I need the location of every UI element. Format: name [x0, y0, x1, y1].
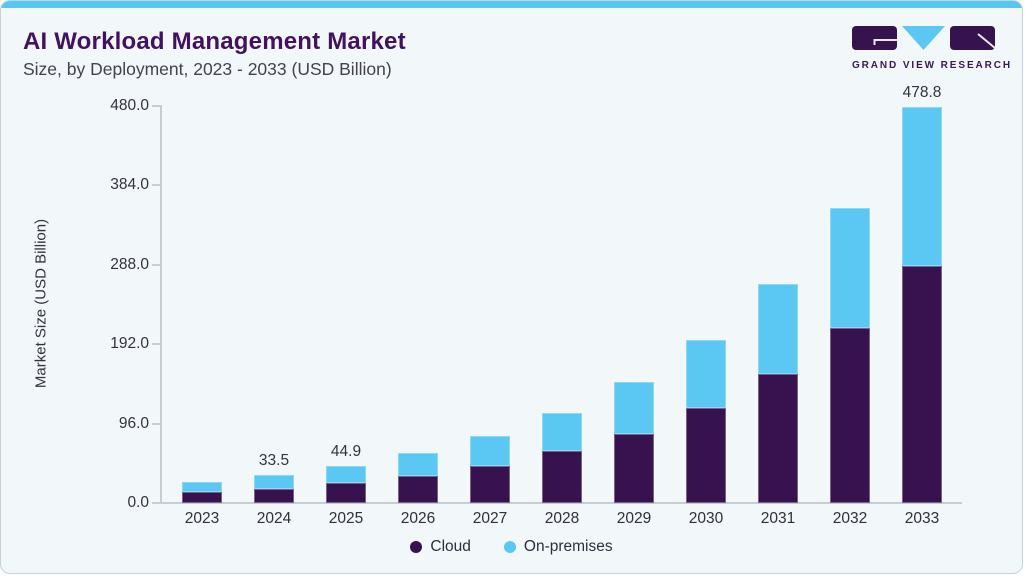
x-axis-label-2033: 2033: [904, 510, 940, 527]
y-tick-mark: [152, 105, 161, 107]
legend-item-cloud: Cloud: [410, 538, 471, 556]
y-tick-label: 480.0: [110, 97, 149, 114]
bar-segment-on-premises-2026: [398, 453, 438, 476]
legend-label: Cloud: [430, 538, 471, 555]
bar-segment-on-premises-2023: [182, 482, 222, 493]
y-tick-mark: [152, 422, 161, 425]
x-axis-label-2024: 2024: [256, 510, 292, 527]
card-top-accent-bar: [1, 1, 1022, 8]
bar-segment-cloud-2029: [614, 433, 654, 503]
x-axis-label-2023: 2023: [184, 510, 220, 527]
legend-dot: [503, 541, 516, 553]
bar-segment-cloud-2027: [470, 466, 510, 503]
bar-segment-cloud-2030: [686, 408, 726, 503]
bar-segment-on-premises-2030: [686, 339, 726, 409]
x-axis-label-2026: 2026: [400, 510, 436, 527]
logo-brand-text: GRAND VIEW RESEARCH: [852, 60, 1012, 71]
bar-stack-2033: [902, 106, 942, 503]
bar-stack-2028: [542, 412, 582, 503]
y-tick-label: 96.0: [118, 414, 149, 432]
x-axis-label-2027: 2027: [472, 510, 508, 527]
legend-dot: [410, 541, 423, 553]
bar-segment-on-premises-2029: [614, 381, 654, 434]
bar-segment-cloud-2026: [398, 475, 438, 503]
bar-stack-2025: [326, 465, 366, 503]
bar-stack-2027: [470, 435, 510, 503]
y-tick-mark: [152, 502, 161, 504]
bar-segment-on-premises-2028: [542, 412, 582, 452]
bar-segment-cloud-2033: [902, 266, 942, 503]
bar-stack-2026: [398, 453, 438, 503]
y-tick-label: 0.0: [127, 494, 149, 511]
x-axis-label-2029: 2029: [616, 510, 652, 527]
bar-segment-cloud-2024: [254, 488, 294, 503]
bar-total-label-2024: 33.5: [258, 452, 290, 470]
bar-segment-on-premises-2027: [470, 435, 510, 467]
x-axis-label-2025: 2025: [328, 510, 364, 527]
bar-segment-on-premises-2025: [326, 465, 366, 484]
y-tick-label: 288.0: [110, 255, 149, 273]
bar-total-label-2025: 44.9: [330, 442, 362, 460]
y-axis-line: [160, 105, 162, 504]
y-tick-mark: [152, 343, 161, 346]
chart-legend: Cloud On-premises: [1, 538, 1022, 556]
y-tick-mark: [152, 184, 161, 187]
bar-stack-2029: [614, 381, 654, 503]
y-axis-title: Market Size (USD Billion): [32, 218, 50, 389]
chart-subtitle: Size, by Deployment, 2023 - 2033 (USD Bi…: [23, 59, 392, 79]
x-axis-label-2028: 2028: [544, 510, 580, 527]
bar-segment-cloud-2023: [182, 492, 222, 503]
grand-view-research-logo: GRAND VIEW RESEARCH: [852, 26, 1012, 71]
bar-stack-2023: [182, 482, 222, 503]
x-axis-label-2031: 2031: [760, 510, 796, 527]
bar-segment-cloud-2032: [830, 327, 870, 503]
x-axis-label-2030: 2030: [688, 510, 724, 527]
bar-stack-2031: [758, 283, 798, 503]
y-tick-mark: [152, 263, 161, 266]
x-axis-label-2032: 2032: [832, 510, 868, 527]
bar-stack-2024: [254, 475, 294, 503]
bar-stack-2030: [686, 339, 726, 503]
x-axis-line: [160, 502, 962, 504]
gvr-logo-icon: [852, 26, 996, 50]
chart-title: AI Workload Management Market: [23, 28, 406, 55]
bar-segment-on-premises-2024: [254, 475, 294, 489]
legend-label: On-premises: [523, 538, 613, 555]
legend-item-on-premises: On-premises: [503, 538, 613, 556]
bar-segment-cloud-2031: [758, 374, 798, 503]
bar-segment-cloud-2028: [542, 451, 582, 503]
bar-total-label-2033: 478.8: [902, 83, 942, 101]
bar-segment-on-premises-2032: [830, 208, 870, 328]
bar-segment-on-premises-2033: [902, 106, 942, 267]
bar-segment-cloud-2025: [326, 483, 366, 503]
bar-segment-on-premises-2031: [758, 283, 798, 375]
y-tick-label: 192.0: [110, 335, 149, 353]
bar-stack-2032: [830, 208, 870, 503]
y-tick-label: 384.0: [110, 176, 149, 194]
